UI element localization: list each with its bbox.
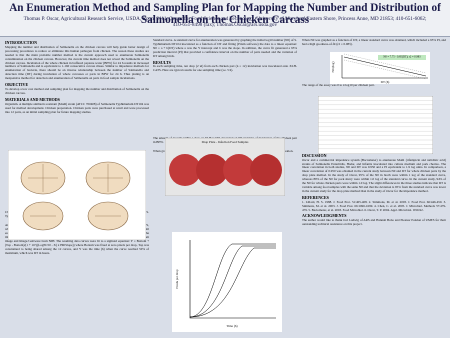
equation: N0 = 7.75 - 0.85(DT); r2 = 0.983: [383, 56, 421, 59]
standard-curve-figure: N0 = 7.75 - 0.85(DT); r2 = 0.983 DT (h) …: [330, 52, 430, 84]
paragraph: Organism. A multiple antibiotic-resistan…: [5, 101, 149, 114]
section-heading: RESULTS: [153, 59, 171, 65]
y-axis-label: N0 (log): [331, 62, 335, 73]
chicken-parts-figure: [8, 150, 146, 240]
paragraph: The range of the assay was 0 to 4 log10 …: [302, 83, 375, 88]
paragraph: 1. Lillard, H. S. 1988. J. Food Prot. 51…: [302, 199, 446, 212]
column: When N0 was graphed as a function of DT,…: [302, 38, 446, 229]
plate-title: Drop Plate - Infection Food Samples: [202, 140, 250, 144]
section-heading: INTRODUCTION: [5, 40, 38, 45]
paragraph: The author would like to thank Jaci Ludw…: [302, 218, 446, 227]
x-axis-label: DT (h): [381, 80, 390, 84]
section-heading: OBJECTIVE: [5, 82, 29, 88]
section-heading: REFERENCES: [302, 194, 329, 200]
paragraph: In each sampling time, ten drop (2 ul) f…: [153, 64, 297, 73]
section-heading: MATERIALS AND METHODS: [5, 96, 60, 102]
authors: Thomas P. Oscar, Agricultural Research S…: [23, 16, 427, 28]
section-heading: DISCUSSION: [302, 152, 327, 158]
y-axis-label: Pixels per drop: [175, 269, 179, 289]
x-axis-label: Time (h): [226, 324, 237, 328]
header: An Enumeration Method and Sampling Plan …: [0, 0, 450, 37]
paragraph: Oscar and a commercial impedance system …: [302, 157, 446, 193]
paragraph: Mapping the number and distribution of S…: [5, 44, 149, 81]
growth-curve-figure: Time (h) Pixels per drop: [172, 232, 282, 332]
section-heading: ACKNOWLEDGMENTS: [302, 213, 347, 219]
drop-plate-figure: Drop Plate - Infection Food Samples: [165, 138, 285, 196]
paragraph: Standard curve. A standard curve for enu…: [153, 38, 297, 58]
paragraph: To develop a low cost method and samplin…: [5, 86, 149, 95]
results-table: [318, 96, 433, 154]
paragraph: When N0 was graphed as a function of DT,…: [302, 38, 446, 46]
title: An Enumeration Method and Sampling Plan …: [9, 2, 441, 26]
